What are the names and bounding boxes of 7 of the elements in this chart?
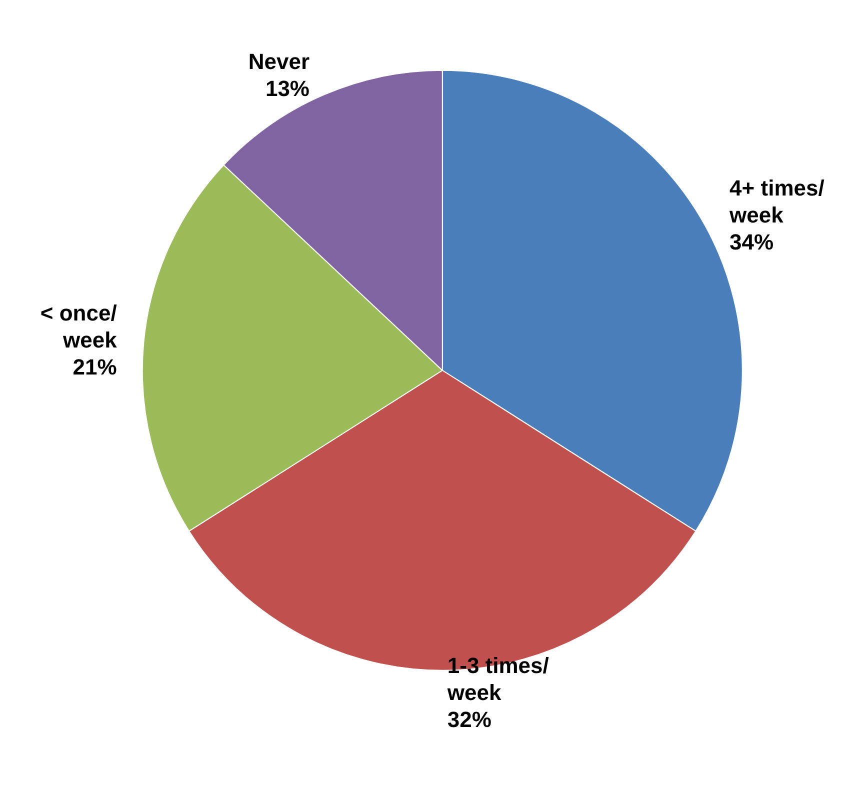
slice-label: < once/ week — [40, 300, 118, 353]
slice-label: Never — [248, 48, 310, 74]
data-label: 32% — [447, 706, 492, 732]
data-label: 34% — [730, 230, 774, 255]
data-label: 21% — [72, 354, 117, 380]
data-label: 13% — [265, 76, 310, 101]
slice-label: 4+ times/ week — [728, 176, 824, 228]
